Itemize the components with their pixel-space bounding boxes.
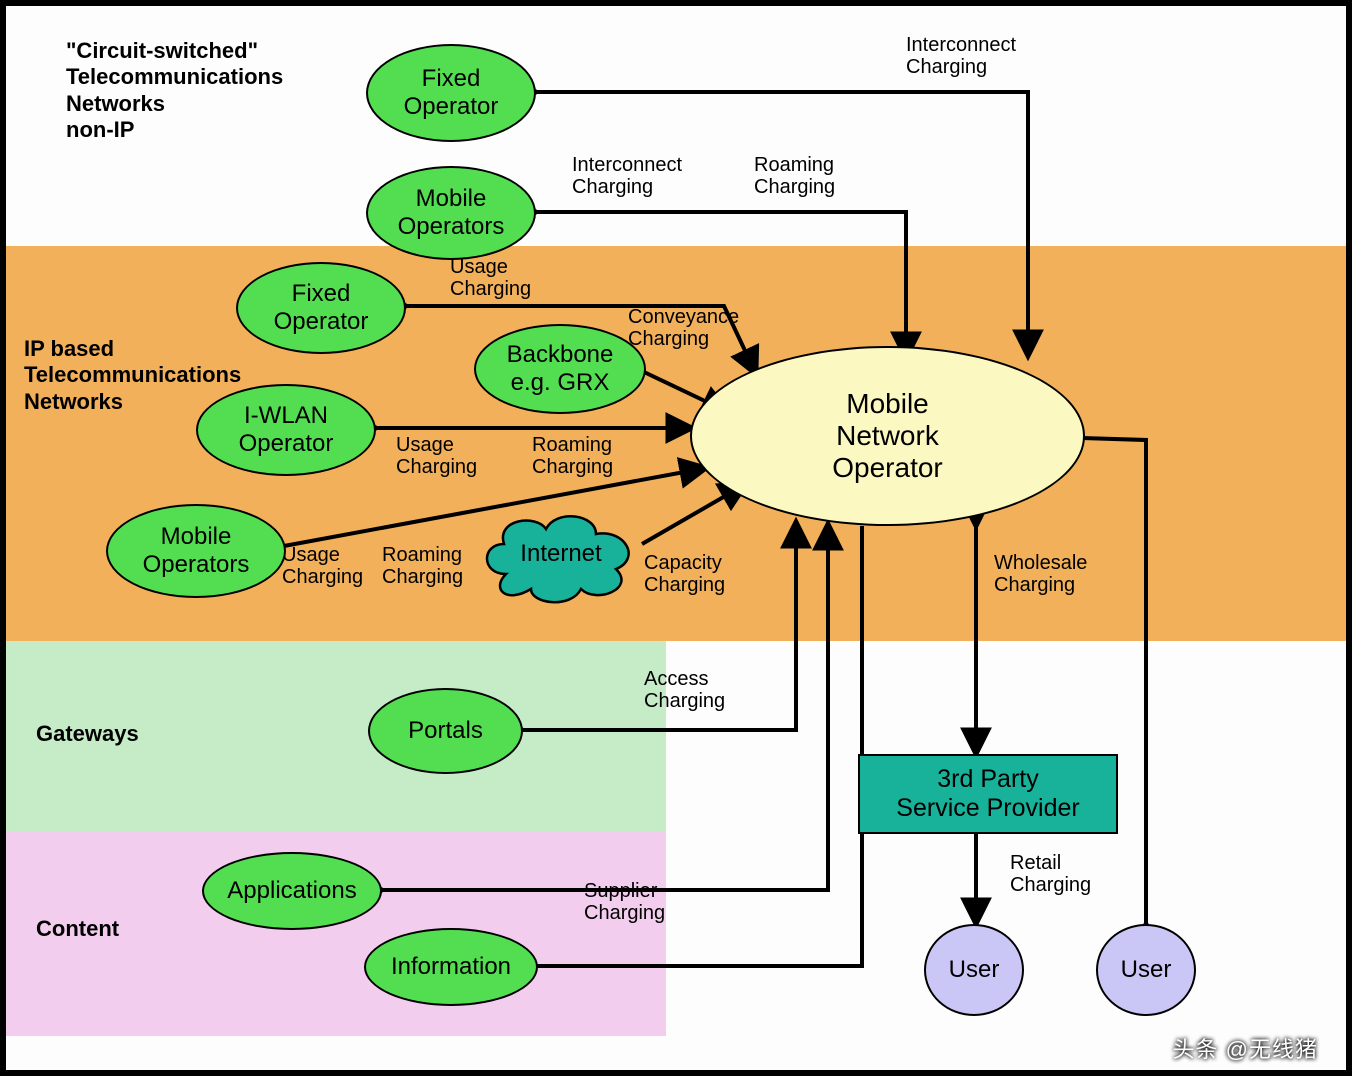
node-fixed_op_ip: FixedOperator (236, 262, 406, 354)
edge-label-e7: Capacity Charging (644, 552, 725, 596)
edge-label-e3: Usage Charging (450, 256, 531, 300)
edge-label-e1: Interconnect Charging (906, 34, 1016, 78)
region-label-gateways: Gateways (36, 721, 139, 747)
edge-label-e2b: Roaming Charging (754, 154, 835, 198)
node-information: Information (364, 928, 538, 1006)
node-mobile_ops_top: MobileOperators (366, 166, 536, 260)
edge-label-e5: Usage Charging (396, 434, 477, 478)
charging-architecture-diagram: 头条 @无线猪 "Circuit-switched"Telecommunicat… (0, 0, 1352, 1076)
edge-label-e6b: Roaming Charging (382, 544, 463, 588)
node-internet: Internet (476, 504, 646, 604)
edge-label-e6: Usage Charging (282, 544, 363, 588)
edge-label-e12: Retail Charging (1010, 852, 1091, 896)
edge-label-e9: Supplier Charging (584, 880, 665, 924)
region-label-content: Content (36, 916, 119, 942)
node-portals: Portals (368, 688, 523, 774)
edge-label-e11: Wholesale Charging (994, 552, 1087, 596)
node-mobile_ops_ip: MobileOperators (106, 504, 286, 598)
node-backbone: Backbonee.g. GRX (474, 324, 646, 414)
region-label-ip: IP basedTelecommunicationsNetworks (24, 336, 241, 415)
edge-label-e2: Interconnect Charging (572, 154, 682, 198)
node-mno: MobileNetworkOperator (690, 346, 1085, 526)
edge-label-e5b: Roaming Charging (532, 434, 613, 478)
node-applications: Applications (202, 852, 382, 930)
node-iwlan: I-WLANOperator (196, 384, 376, 476)
node-third_party: 3rd PartyService Provider (858, 754, 1118, 834)
watermark: 头条 @无线猪 (1173, 1032, 1318, 1064)
edge-label-e8: Access Charging (644, 668, 725, 712)
node-user_left: User (924, 924, 1024, 1016)
region-label-circuit: "Circuit-switched"TelecommunicationsNetw… (66, 38, 283, 144)
node-user_right: User (1096, 924, 1196, 1016)
node-fixed_op_top: FixedOperator (366, 44, 536, 142)
node-label-internet: Internet (476, 504, 646, 604)
edge-label-e4: Conveyance Charging (628, 306, 739, 350)
